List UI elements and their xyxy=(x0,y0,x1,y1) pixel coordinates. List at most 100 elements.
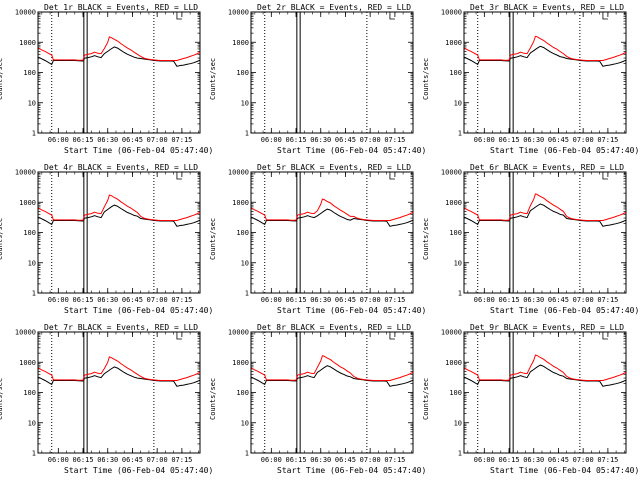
plot-frame xyxy=(463,331,627,454)
y-tick-label: 1 xyxy=(458,450,462,458)
events-series-line xyxy=(251,208,414,227)
y-tick-label: 10000 xyxy=(228,329,249,337)
panel-title: Det 5r BLACK = Events, RED = LLD xyxy=(257,163,412,172)
x-tick-label: 06:30 xyxy=(310,136,331,144)
x-tick-label: 07:00 xyxy=(360,296,381,304)
y-tick-label: 1 xyxy=(245,290,249,298)
x-tick-label: 06:00 xyxy=(261,136,282,144)
x-tick-label: 06:30 xyxy=(97,456,118,464)
y-tick-label: 10 xyxy=(454,419,462,427)
y-tick-label: 100 xyxy=(23,229,36,237)
x-axis-label: Start Time (06-Feb-04 05:47:40) xyxy=(277,146,427,155)
x-tick-label: 06:15 xyxy=(72,456,93,464)
y-tick-label: 100 xyxy=(449,229,462,237)
y-tick-label: 1 xyxy=(32,450,36,458)
x-tick-label: 06:30 xyxy=(97,296,118,304)
y-tick-label: 1 xyxy=(245,450,249,458)
y-tick-label: 1 xyxy=(458,130,462,138)
panel-title: Det 4r BLACK = Events, RED = LLD xyxy=(44,163,199,172)
y-tick-label: 10000 xyxy=(228,169,249,177)
events-series-line xyxy=(251,365,414,387)
x-tick-label: 06:15 xyxy=(498,456,519,464)
y-tick-label: 100 xyxy=(449,69,462,77)
plot-frame xyxy=(250,331,414,454)
y-tick-label: 1 xyxy=(32,290,36,298)
plot-frame xyxy=(37,11,201,134)
x-tick-label: 07:15 xyxy=(384,456,405,464)
events-series-line xyxy=(38,46,201,67)
events-series-line xyxy=(464,364,627,387)
x-tick-label: 06:30 xyxy=(523,456,544,464)
x-tick-label: 06:45 xyxy=(122,136,143,144)
plot-area: 1 10 100 1000 10000 06:00 06:15 06:30 06:45 07:00… xyxy=(15,169,201,304)
y-tick-label: 10 xyxy=(241,419,249,427)
y-tick-label: 100 xyxy=(236,389,249,397)
x-tick-label: 06:45 xyxy=(548,456,569,464)
plot-frame xyxy=(463,11,627,134)
plot-frame xyxy=(37,171,201,294)
y-tick-label: 100 xyxy=(23,389,36,397)
x-tick-label: 06:30 xyxy=(310,296,331,304)
x-tick-label: 06:45 xyxy=(548,136,569,144)
x-tick-label: 07:15 xyxy=(597,136,618,144)
x-axis-label: Start Time (06-Feb-04 05:47:40) xyxy=(64,146,214,155)
y-tick-label: 10000 xyxy=(441,9,462,17)
y-tick-label: 100 xyxy=(236,229,249,237)
plot-frame xyxy=(250,11,414,134)
x-axis-label: Start Time (06-Feb-04 05:47:40) xyxy=(277,466,427,475)
x-tick-label: 07:00 xyxy=(360,136,381,144)
y-tick-label: 1000 xyxy=(19,39,36,47)
bracket-marker xyxy=(176,12,182,20)
detector-panel: Det 1r BLACK = Events, RED = LLD Counts/s… xyxy=(0,0,213,160)
plot-area: 1 10 100 1000 10000 06:00 06:15 06:30 06:45 07:00… xyxy=(15,329,201,464)
plot-frame xyxy=(37,331,201,454)
x-tick-label: 07:15 xyxy=(597,456,618,464)
events-series-line xyxy=(38,366,201,387)
x-tick-label: 06:15 xyxy=(285,296,306,304)
x-tick-label: 06:30 xyxy=(523,136,544,144)
x-tick-label: 07:15 xyxy=(171,456,192,464)
x-tick-label: 07:00 xyxy=(573,136,594,144)
y-tick-label: 1000 xyxy=(232,39,249,47)
x-tick-label: 06:30 xyxy=(523,296,544,304)
detector-panel: Det 9r BLACK = Events, RED = LLD Counts/s… xyxy=(422,320,639,480)
y-tick-label: 1000 xyxy=(19,359,36,367)
plot-frame xyxy=(250,171,414,294)
plot-area: 1 10 100 1000 10000 06:00 06:15 06:30 06:45 07:00… xyxy=(15,9,201,144)
x-tick-label: 06:45 xyxy=(335,296,356,304)
y-tick-label: 10 xyxy=(28,259,36,267)
events-series-line xyxy=(464,203,627,227)
x-tick-label: 07:00 xyxy=(147,136,168,144)
plot-area: 1 10 100 1000 10000 06:00 06:15 06:30 06:45 07:00… xyxy=(441,169,627,304)
x-tick-label: 06:45 xyxy=(335,136,356,144)
lld-series-line xyxy=(464,193,627,221)
x-tick-label: 07:15 xyxy=(384,136,405,144)
y-tick-label: 10 xyxy=(28,419,36,427)
lld-series-line xyxy=(38,356,201,381)
x-tick-label: 07:15 xyxy=(597,296,618,304)
lld-series-line xyxy=(38,36,201,61)
x-axis-label: Start Time (06-Feb-04 05:47:40) xyxy=(490,306,640,315)
y-tick-label: 1000 xyxy=(232,199,249,207)
lld-series-line xyxy=(464,35,627,61)
y-tick-label: 1 xyxy=(32,130,36,138)
x-tick-label: 06:00 xyxy=(474,296,495,304)
events-series-line xyxy=(38,204,201,227)
panel-title: Det 6r BLACK = Events, RED = LLD xyxy=(470,163,625,172)
detector-panel: Det 4r BLACK = Events, RED = LLD Counts/s… xyxy=(0,160,213,320)
x-tick-label: 06:15 xyxy=(72,136,93,144)
x-axis-label: Start Time (06-Feb-04 05:47:40) xyxy=(277,306,427,315)
x-tick-label: 06:00 xyxy=(474,456,495,464)
x-tick-label: 06:45 xyxy=(335,456,356,464)
x-axis-label: Start Time (06-Feb-04 05:47:40) xyxy=(64,306,214,315)
y-tick-label: 10000 xyxy=(441,329,462,337)
plot-area: 1 10 100 1000 10000 06:00 06:15 06:30 06:45 07:00… xyxy=(228,9,414,144)
bracket-marker xyxy=(602,12,608,20)
y-tick-label: 1 xyxy=(245,130,249,138)
x-tick-label: 07:15 xyxy=(171,136,192,144)
panel-title: Det 1r BLACK = Events, RED = LLD xyxy=(44,3,199,12)
detector-panel: Det 5r BLACK = Events, RED = LLD Counts/s… xyxy=(209,160,427,320)
bracket-marker xyxy=(389,172,395,180)
bracket-marker xyxy=(176,172,182,180)
